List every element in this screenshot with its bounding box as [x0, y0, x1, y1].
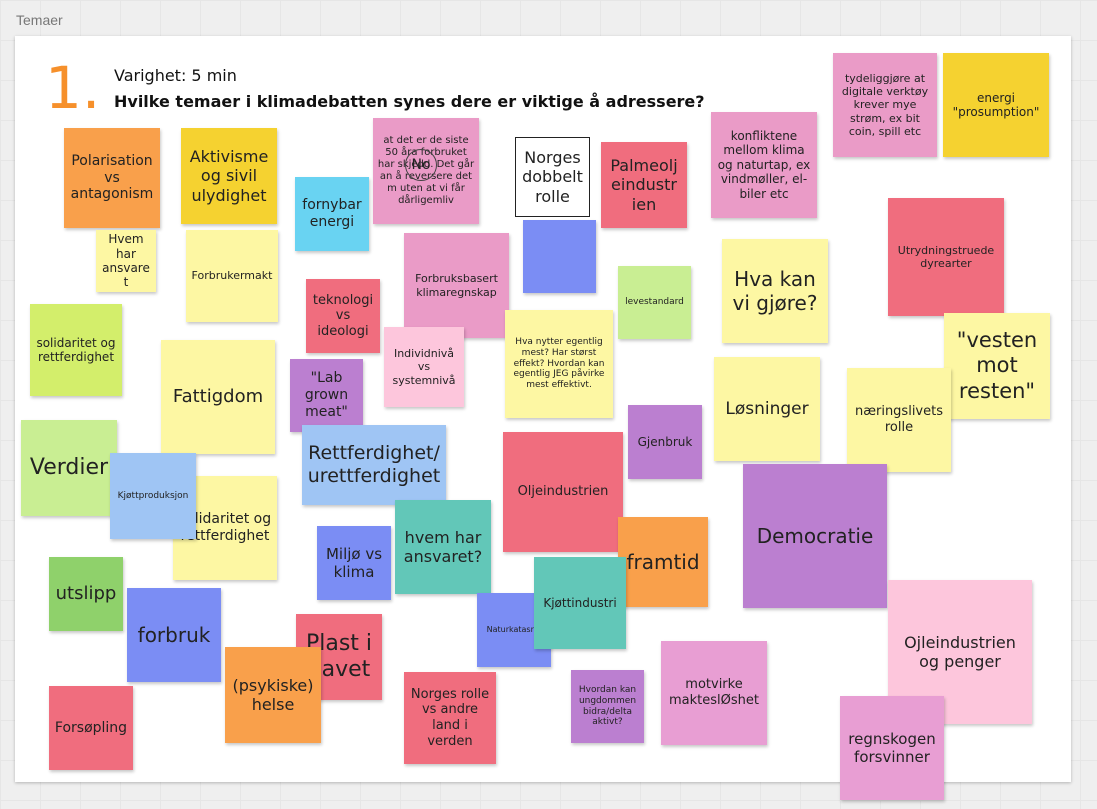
sticky-note-framtid[interactable]: framtid [618, 517, 708, 607]
sticky-note-forbruk[interactable]: forbruk [127, 588, 221, 682]
sticky-note-aktivisme[interactable]: Aktivisme og sivil ulydighet [181, 128, 277, 224]
sticky-note-tydeliggjore[interactable]: tydeliggjøre at digitale verktøy krever … [833, 53, 937, 157]
sticky-note-utrydning[interactable]: Utrydningstruede dyrearter [888, 198, 1004, 316]
sticky-note-kjottindustri[interactable]: Kjøttindustri [534, 557, 626, 649]
sticky-note-blue-blank[interactable] [523, 220, 596, 293]
sticky-note-democratie[interactable]: Democratie [743, 464, 887, 608]
sticky-note-oljeindustrien[interactable]: Oljeindustrien [503, 432, 623, 552]
cursor-ring-icon [405, 149, 437, 181]
sticky-note-naeringsliv[interactable]: næringslivets rolle [847, 368, 951, 472]
sticky-note-forbruksbasert[interactable]: Forbruksbasert klimaregnskap [404, 233, 509, 338]
sticky-note-forbrukermakt[interactable]: Forbrukermakt [186, 230, 278, 322]
sticky-note-no-label: No [411, 156, 431, 173]
sticky-note-losninger[interactable]: Løsninger [714, 357, 820, 461]
sticky-note-hvem-har[interactable]: Hvem har ansvaret [96, 230, 156, 292]
sticky-note-regnskogen[interactable]: regnskogen forsvinner [840, 696, 944, 800]
sticky-note-vesten[interactable]: "vesten mot resten" [944, 313, 1050, 419]
sticky-note-norges-dobbelt[interactable]: Norges dobbelt rolle [515, 137, 590, 217]
sticky-note-individ[interactable]: Individnivå vs systemnivå [384, 327, 464, 407]
sticky-note-lab[interactable]: "Lab grown meat" [290, 359, 363, 432]
sticky-note-polarisation[interactable]: Polarisation vs antagonism [64, 128, 160, 228]
sticky-note-motvirke[interactable]: motvirke makteslØshet [661, 641, 767, 745]
frame-title[interactable]: Temaer [16, 12, 63, 28]
sticky-note-hva-kan[interactable]: Hva kan vi gjøre? [722, 239, 828, 343]
sticky-note-gjenbruk[interactable]: Gjenbruk [628, 405, 702, 479]
sticky-note-levestandard[interactable]: levestandard [618, 266, 691, 339]
sticky-note-fornybar[interactable]: fornybar energi [295, 177, 369, 251]
sticky-note-norges-rolle[interactable]: Norges rolle vs andre land i verden [404, 672, 496, 764]
sticky-note-palmeolj[interactable]: Palmeolj eindustr ien [601, 142, 687, 228]
sticky-note-rettferdighet[interactable]: Rettferdighet/ urettferdighet [302, 425, 446, 505]
sticky-note-miljo[interactable]: Miljø vs klima [317, 526, 391, 600]
sticky-note-teknologi[interactable]: teknologi vs ideologi [306, 279, 380, 353]
sticky-note-psykiske[interactable]: (psykiske) helse [225, 647, 321, 743]
sticky-note-hvem-har-2[interactable]: hvem har ansvaret? [395, 500, 491, 594]
question-heading: Hvilke temaer i klimadebatten synes dere… [114, 92, 705, 111]
sticky-note-solidaritet-1[interactable]: solidaritet og rettferdighet [30, 304, 122, 396]
sticky-note-energi[interactable]: energi "prosumption" [943, 53, 1049, 157]
sticky-note-forsopling[interactable]: Forsøpling [49, 686, 133, 770]
sticky-note-fattigdom[interactable]: Fattigdom [161, 340, 275, 454]
duration-text: Varighet: 5 min [114, 66, 237, 85]
sticky-note-konfliktene[interactable]: konfliktene mellom klima og naturtap, ex… [711, 112, 817, 218]
step-number: 1. [45, 54, 101, 122]
sticky-note-utslipp[interactable]: utslipp [49, 557, 123, 631]
sticky-note-hva-nytter[interactable]: Hva nytter egentlig mest? Har størst eff… [505, 310, 613, 418]
sticky-note-kjottproduksjon[interactable]: Kjøttproduksjon [110, 453, 196, 539]
sticky-note-verdier[interactable]: Verdier [21, 420, 117, 516]
sticky-note-ungdommen[interactable]: Hvordan kan ungdommen bidra/delta aktivt… [571, 670, 644, 743]
